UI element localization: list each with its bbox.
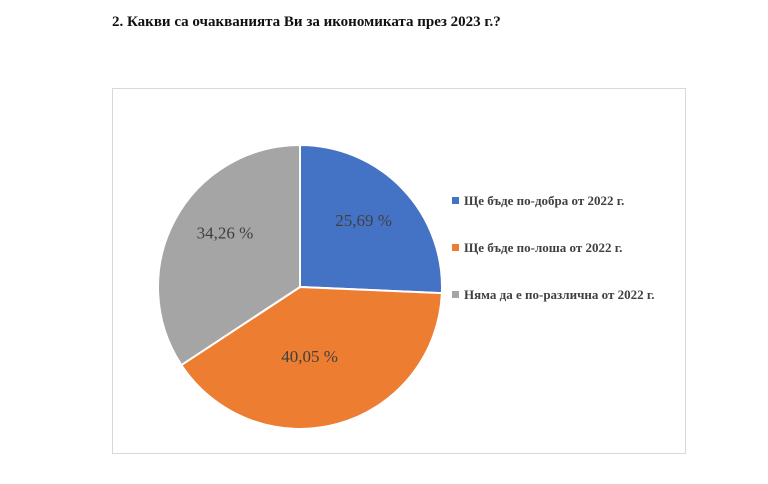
pie-slice-same xyxy=(157,143,301,367)
pie-slice-better xyxy=(299,143,443,295)
legend-item-worse: Ще бъде по-лоша от 2022 г. xyxy=(452,239,682,256)
data-label-better: 25,69 % xyxy=(335,211,392,230)
legend-label-same: Няма да е по-различна от 2022 г. xyxy=(464,287,655,302)
legend-swatch-same xyxy=(452,291,459,298)
legend-label-better: Ще бъде по-добра от 2022 г. xyxy=(464,193,625,208)
legend-swatch-worse xyxy=(452,244,459,251)
legend-swatch-better xyxy=(452,197,459,204)
data-label-worse: 40,05 % xyxy=(281,347,338,366)
question-heading: 2. Какви са очакванията Ви за икономикат… xyxy=(112,14,501,30)
pie-chart-area: 25,69 % 40,05 % 34,26 % Ще бъде по-добра о… xyxy=(112,88,686,454)
chart-legend: Ще бъде по-добра от 2022 г. Ще бъде по-л… xyxy=(452,192,682,303)
legend-item-better: Ще бъде по-добра от 2022 г. xyxy=(452,192,682,209)
pie-chart: 25,69 % 40,05 % 34,26 % xyxy=(157,143,443,430)
data-label-same: 34,26 % xyxy=(197,223,254,242)
legend-item-same: Няма да е по-различна от 2022 г. xyxy=(452,286,682,303)
legend-label-worse: Ще бъде по-лоша от 2022 г. xyxy=(464,240,623,255)
